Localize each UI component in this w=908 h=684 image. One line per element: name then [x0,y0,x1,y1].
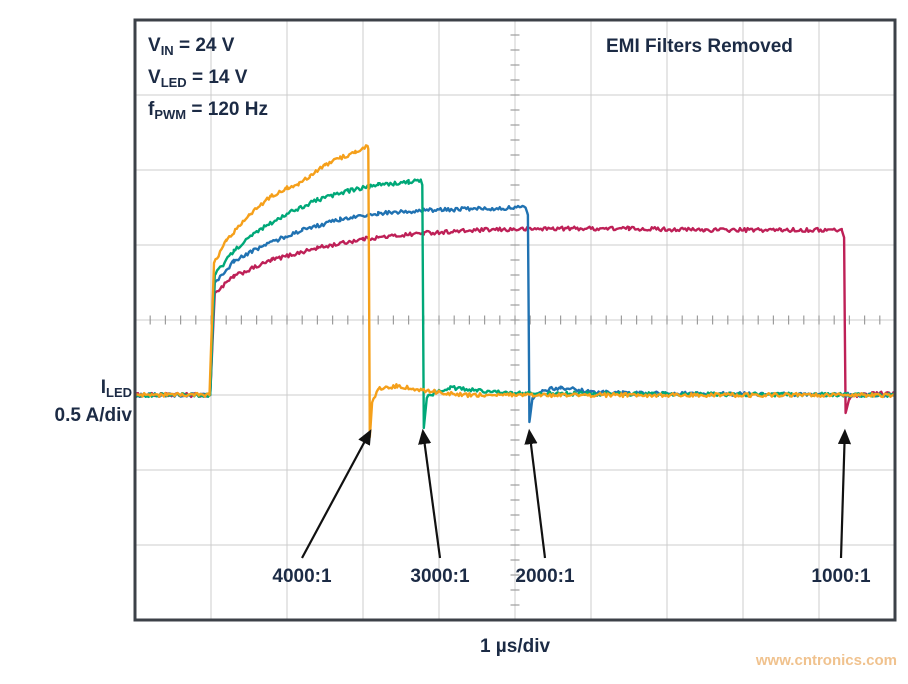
test-conditions: VIN = 24 V VLED = 14 V fPWM = 120 Hz [148,32,268,128]
ratio-label-1000: 1000:1 [811,566,871,587]
y-axis-quantity: ILED [100,377,132,400]
emi-filters-label: EMI Filters Removed [606,36,793,57]
condition-vled: VLED = 14 V [148,67,248,90]
condition-vin: VIN = 24 V [148,35,235,58]
condition-fpwm: fPWM = 120 Hz [148,99,268,122]
ratio-label-2000: 2000:1 [515,566,575,587]
ratio-label-4000: 4000:1 [272,566,332,587]
watermark: www.cntronics.com [755,652,897,669]
x-axis-label: 1 µs/div [479,636,551,657]
y-axis-scale: 0.5 A/div [54,405,132,426]
ratio-label-3000: 3000:1 [410,566,470,587]
y-axis-label: ILED 0.5 A/div [28,376,132,427]
